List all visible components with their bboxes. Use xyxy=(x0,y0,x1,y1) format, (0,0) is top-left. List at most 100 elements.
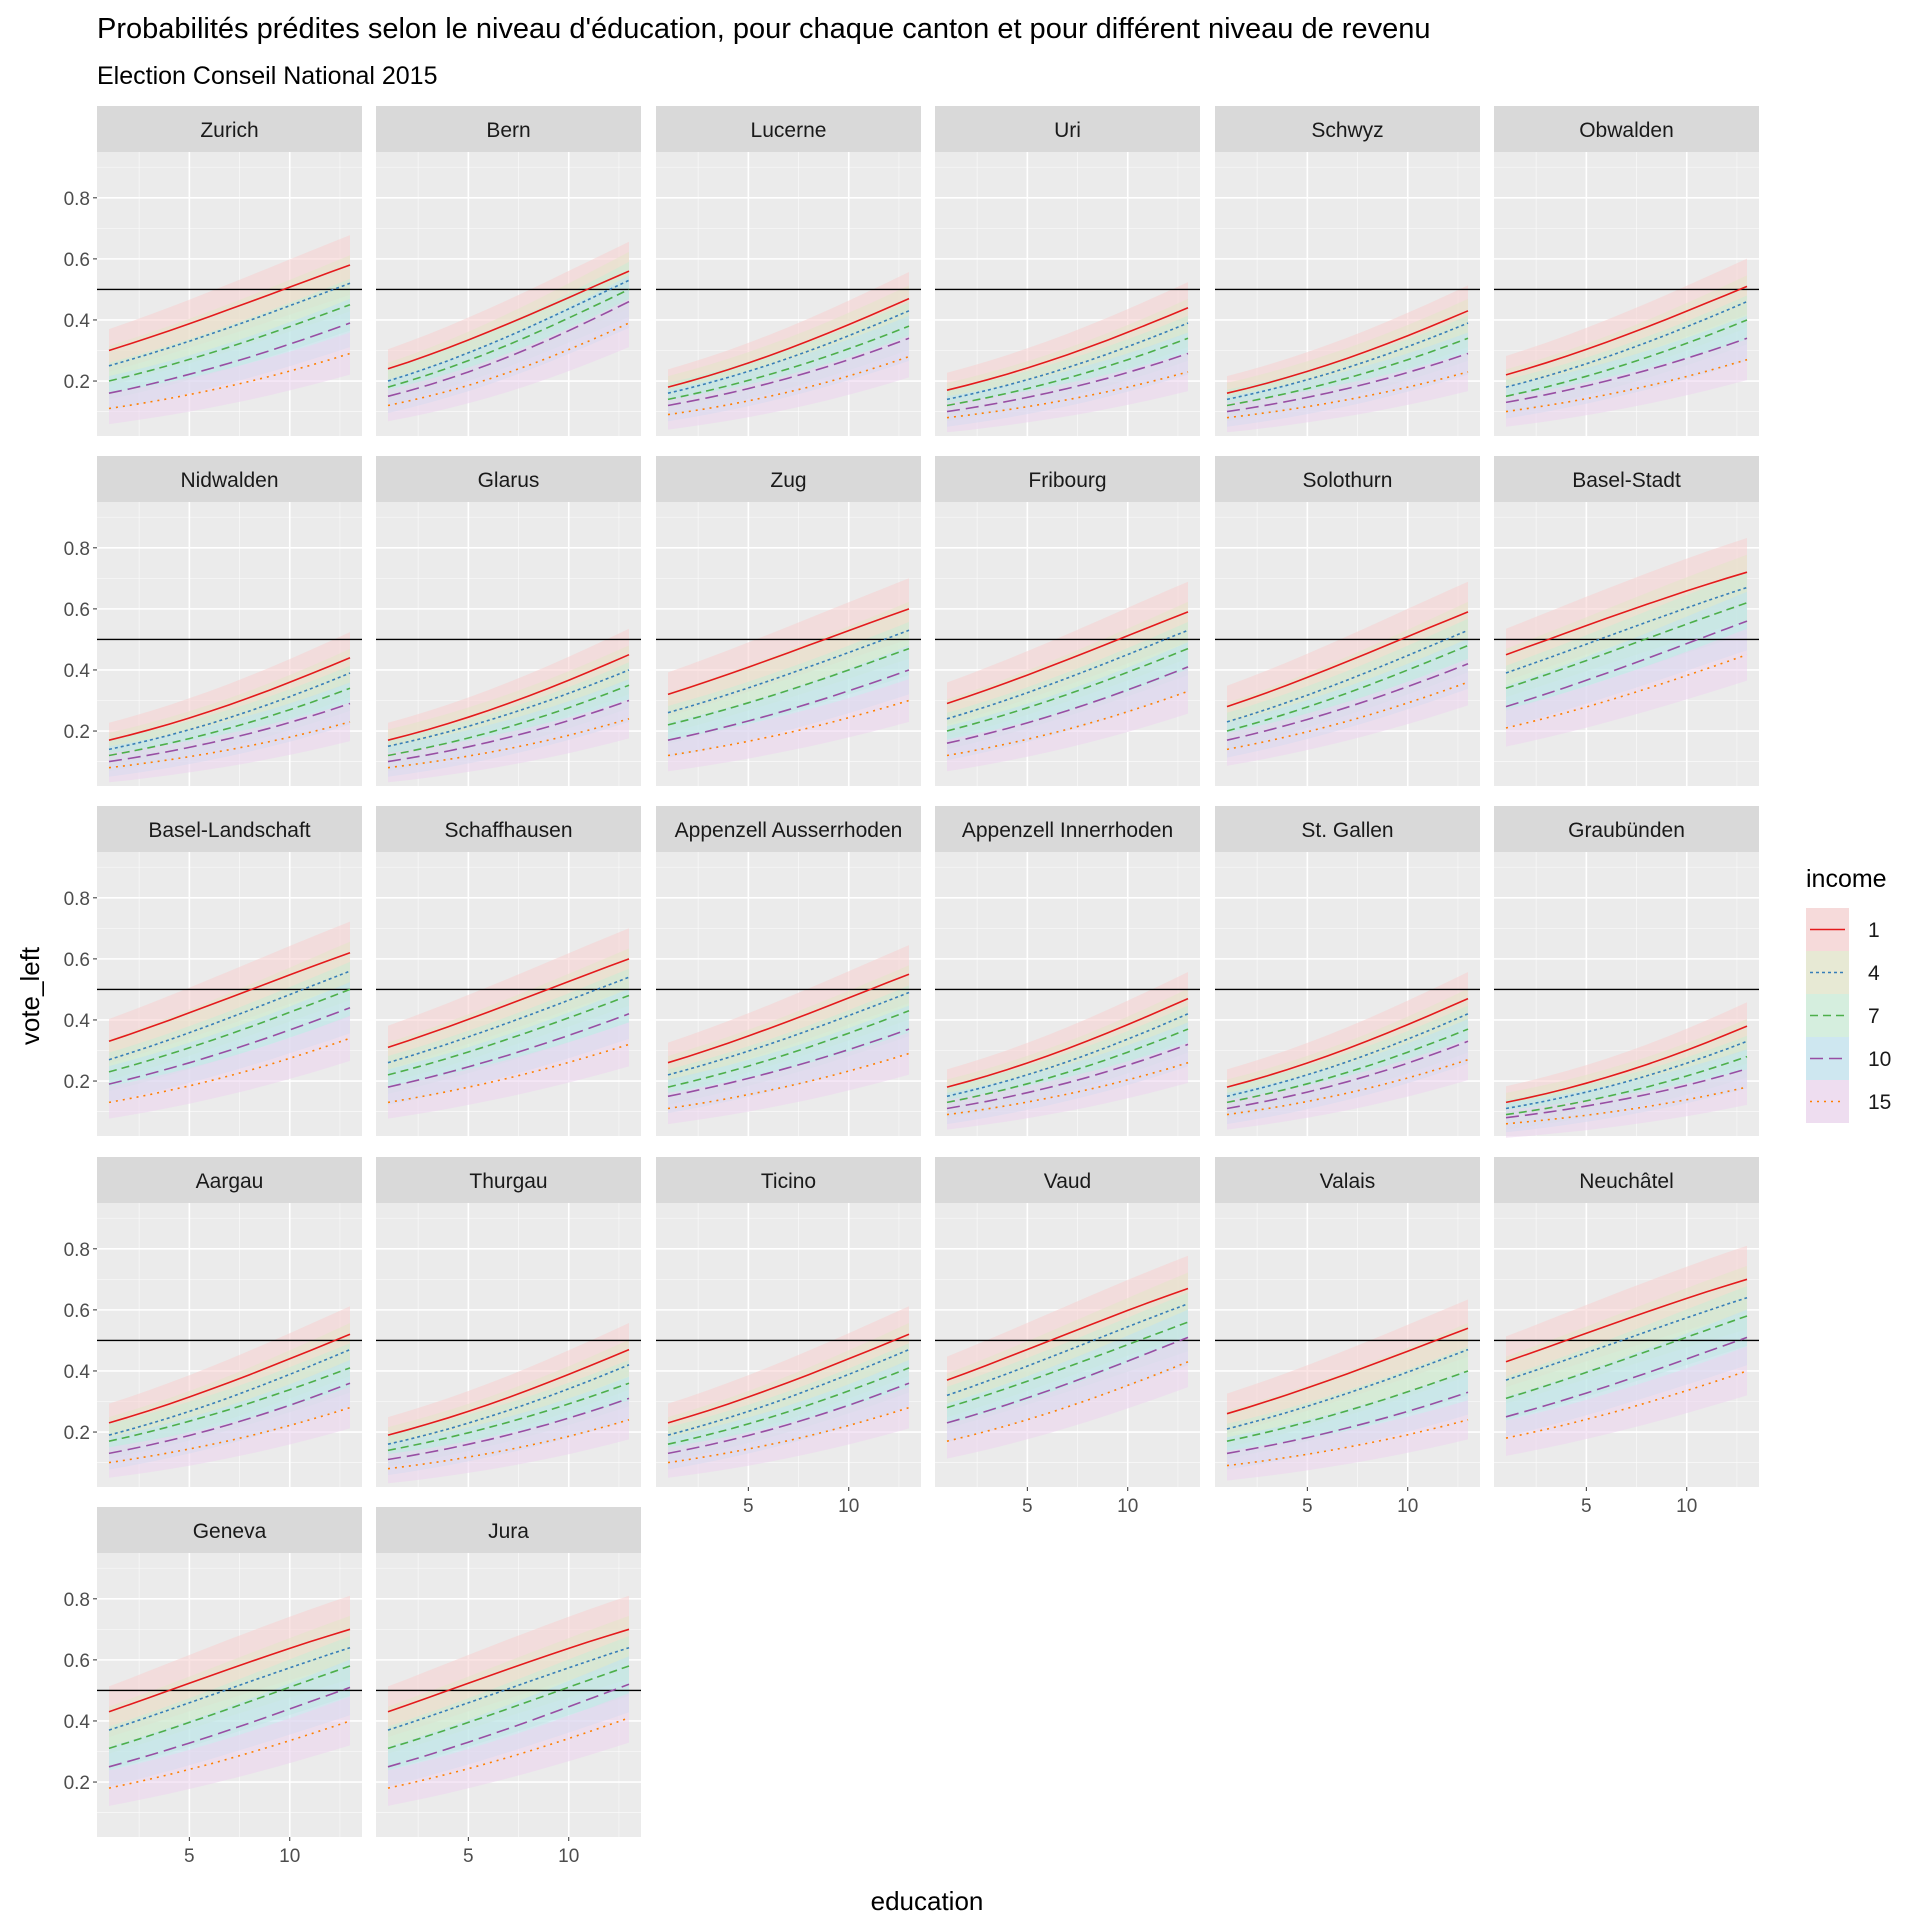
line-income-4 xyxy=(667,629,910,714)
line-income-4 xyxy=(667,310,910,394)
line-income-4 xyxy=(108,970,351,1061)
line-income-10 xyxy=(108,1686,351,1768)
line-income-1 xyxy=(1505,571,1748,656)
ribbon-income-15 xyxy=(668,1032,909,1125)
y-tick-label: 0.8 xyxy=(64,889,90,910)
facet-appenzell-ausserrhoden: Appenzell Ausserrhoden xyxy=(656,806,921,1136)
line-income-10 xyxy=(667,337,910,407)
line-income-10 xyxy=(1226,663,1469,741)
x-tick-label: 10 xyxy=(1397,1496,1418,1517)
line-income-10 xyxy=(387,300,630,398)
x-tick-label: 10 xyxy=(558,1846,579,1867)
line-income-15 xyxy=(946,1361,1189,1442)
x-tick-label: 5 xyxy=(1581,1496,1592,1517)
y-tick-label: 0.2 xyxy=(64,1072,90,1093)
y-tick-label: 0.4 xyxy=(64,661,91,682)
line-income-10 xyxy=(1505,1336,1748,1418)
facet-strip-label: Schaffhausen xyxy=(444,819,572,842)
ribbon-income-15 xyxy=(947,352,1188,433)
facet-strip-label: Appenzell Ausserrhoden xyxy=(675,819,903,842)
facet-strip xyxy=(376,456,641,502)
legend-item-income-4: 4 xyxy=(1806,951,1880,994)
line-income-1 xyxy=(667,1333,910,1424)
y-tick-label: 0.4 xyxy=(64,1362,91,1383)
facet-strip-label: Zurich xyxy=(200,119,258,142)
line-income-10 xyxy=(1226,352,1469,413)
line-income-1 xyxy=(667,608,910,696)
facet-strip xyxy=(97,106,362,152)
line-income-7 xyxy=(1226,1370,1469,1442)
line-income-4 xyxy=(667,1348,910,1436)
line-income-10 xyxy=(387,1013,630,1088)
line-income-7 xyxy=(1226,337,1469,407)
line-income-7 xyxy=(1505,602,1748,690)
facet-schwyz: Schwyz xyxy=(1215,106,1480,436)
x-tick-label: 5 xyxy=(184,1846,195,1867)
facet-strip-label: Fribourg xyxy=(1028,469,1106,492)
facet-glarus: Glarus xyxy=(376,456,641,786)
facet-graubunden: Graubünden xyxy=(1494,806,1759,1138)
y-tick-label: 0.4 xyxy=(64,311,91,332)
facet-strip-label: Jura xyxy=(488,1520,529,1543)
y-tick-label: 0.2 xyxy=(64,372,90,393)
line-income-4 xyxy=(946,629,1189,720)
facet-strip xyxy=(97,806,362,852)
facet-strip xyxy=(1215,456,1480,502)
line-income-15 xyxy=(1505,358,1748,413)
line-income-1 xyxy=(1505,285,1748,376)
line-income-1 xyxy=(1226,997,1469,1088)
line-income-10 xyxy=(667,669,910,741)
facet-strip-label: Valais xyxy=(1320,1170,1376,1193)
facet-strip-label: Graubünden xyxy=(1568,819,1685,842)
facet-strip xyxy=(935,456,1200,502)
facet-strip xyxy=(656,456,921,502)
line-income-4 xyxy=(108,1348,351,1436)
ribbon-income-15 xyxy=(1227,659,1468,766)
line-income-15 xyxy=(108,721,351,769)
line-income-7 xyxy=(667,325,910,401)
line-income-15 xyxy=(1226,1419,1469,1467)
line-income-1 xyxy=(387,1628,630,1713)
line-income-10 xyxy=(108,322,351,394)
line-income-7 xyxy=(946,1028,1189,1104)
line-income-4 xyxy=(946,1303,1189,1397)
line-income-7 xyxy=(108,1665,351,1750)
ribbon-income-15 xyxy=(109,1386,350,1478)
facet-strip-label: Schwyz xyxy=(1311,119,1383,142)
line-income-1 xyxy=(108,264,351,352)
ribbon-income-10 xyxy=(109,1659,350,1787)
y-tick-label: 0.6 xyxy=(64,1651,90,1672)
legend-item-income-1: 1 xyxy=(1806,908,1880,951)
line-income-7 xyxy=(1226,1028,1469,1104)
facet-strip-label: Appenzell Innerrhoden xyxy=(962,819,1173,842)
facet-strip xyxy=(1494,106,1759,152)
line-income-7 xyxy=(387,1382,630,1452)
x-tick-label: 5 xyxy=(1022,1496,1033,1517)
ribbon-income-15 xyxy=(388,1022,629,1119)
facet-basel-stadt: Basel-Stadt xyxy=(1494,456,1759,786)
line-income-10 xyxy=(387,1397,630,1461)
ribbon-income-15 xyxy=(668,335,909,430)
facet-strip xyxy=(656,1157,921,1203)
y-axis-label: vote_left xyxy=(15,946,45,1045)
facet-strip xyxy=(935,806,1200,852)
y-tick-label: 0.6 xyxy=(64,600,90,621)
ribbon-income-10 xyxy=(109,982,350,1103)
line-income-7 xyxy=(108,687,351,757)
facet-ticino: Ticino 5 10 xyxy=(656,1157,921,1517)
line-income-10 xyxy=(1505,1068,1748,1119)
line-income-10 xyxy=(1505,620,1748,708)
line-income-1 xyxy=(1226,1327,1469,1415)
line-income-7 xyxy=(108,1367,351,1442)
line-income-7 xyxy=(387,1665,630,1750)
line-income-10 xyxy=(946,1336,1189,1424)
y-tick-label: 0.4 xyxy=(64,1712,91,1733)
y-tick-label: 0.2 xyxy=(64,1423,90,1444)
line-income-15 xyxy=(387,718,630,769)
y-tick-label: 0.6 xyxy=(64,1301,90,1322)
line-income-4 xyxy=(946,1013,1189,1098)
line-income-10 xyxy=(108,1382,351,1455)
facet-strip-label: Thurgau xyxy=(469,1170,547,1193)
line-income-1 xyxy=(387,1348,630,1436)
